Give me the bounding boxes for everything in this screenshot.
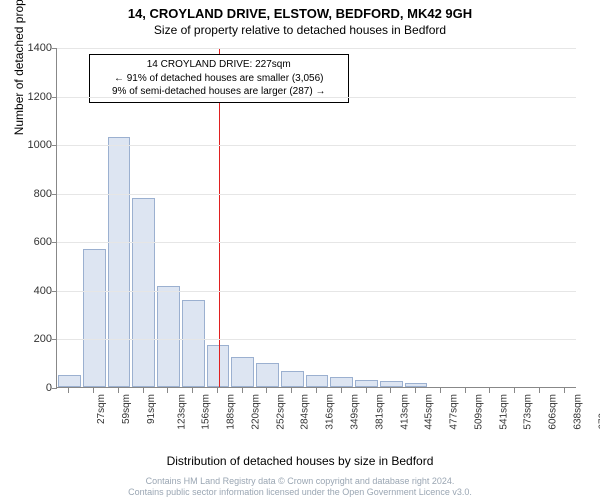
histogram-bar: [405, 383, 428, 387]
xtick-mark: [143, 388, 144, 393]
histogram-bar: [330, 377, 353, 387]
xtick-mark: [217, 388, 218, 393]
xtick-mark: [465, 388, 466, 393]
ytick-mark: [52, 97, 57, 98]
xtick-label: 59sqm: [121, 394, 132, 424]
histogram-bar: [108, 137, 131, 387]
xtick-label: 445sqm: [424, 394, 435, 430]
ytick-mark: [52, 194, 57, 195]
xtick-label: 606sqm: [548, 394, 559, 430]
histogram-bar: [306, 375, 329, 387]
footer-line-1: Contains HM Land Registry data © Crown c…: [0, 476, 600, 487]
xtick-label: 509sqm: [473, 394, 484, 430]
xtick-label: 252sqm: [275, 394, 286, 430]
xtick-label: 638sqm: [572, 394, 583, 430]
annotation-line-2: ← 91% of detached houses are smaller (3,…: [96, 72, 342, 86]
ytick-label: 800: [12, 188, 52, 200]
annotation-box: 14 CROYLAND DRIVE: 227sqm ← 91% of detac…: [89, 54, 349, 103]
xtick-label: 220sqm: [251, 394, 262, 430]
xtick-label: 91sqm: [146, 394, 157, 424]
gridline: [57, 339, 576, 340]
xtick-mark: [489, 388, 490, 393]
histogram-bar: [231, 357, 254, 387]
gridline: [57, 48, 576, 49]
xtick-mark: [564, 388, 565, 393]
xtick-mark: [440, 388, 441, 393]
gridline: [57, 242, 576, 243]
xtick-label: 284sqm: [300, 394, 311, 430]
ytick-mark: [52, 291, 57, 292]
plot-area: 14 CROYLAND DRIVE: 227sqm ← 91% of detac…: [56, 48, 576, 388]
footer-attribution: Contains HM Land Registry data © Crown c…: [0, 476, 600, 499]
chart-container: Number of detached properties 14 CROYLAN…: [56, 48, 576, 418]
xtick-mark: [539, 388, 540, 393]
ytick-mark: [52, 388, 57, 389]
xtick-label: 541sqm: [498, 394, 509, 430]
xtick-label: 316sqm: [325, 394, 336, 430]
xtick-mark: [93, 388, 94, 393]
ytick-mark: [52, 48, 57, 49]
xtick-mark: [167, 388, 168, 393]
gridline: [57, 97, 576, 98]
xtick-mark: [415, 388, 416, 393]
histogram-bar: [182, 300, 205, 387]
histogram-bar: [256, 363, 279, 387]
histogram-bar: [380, 381, 403, 387]
gridline: [57, 194, 576, 195]
ytick-label: 1400: [12, 42, 52, 54]
histogram-bar: [157, 286, 180, 387]
ytick-mark: [52, 242, 57, 243]
xtick-mark: [118, 388, 119, 393]
xtick-mark: [390, 388, 391, 393]
ytick-mark: [52, 339, 57, 340]
xtick-mark: [514, 388, 515, 393]
histogram-bar: [132, 198, 155, 387]
xtick-mark: [242, 388, 243, 393]
xtick-label: 27sqm: [96, 394, 107, 424]
histogram-bar: [355, 380, 378, 387]
xtick-label: 123sqm: [176, 394, 187, 430]
xtick-label: 349sqm: [350, 394, 361, 430]
xtick-label: 381sqm: [374, 394, 385, 430]
chart-title-block: 14, CROYLAND DRIVE, ELSTOW, BEDFORD, MK4…: [0, 0, 600, 37]
xtick-label: 477sqm: [449, 394, 460, 430]
histogram-bar: [281, 371, 304, 387]
chart-subtitle: Size of property relative to detached ho…: [0, 23, 600, 37]
y-axis-label: Number of detached properties: [12, 0, 26, 135]
gridline: [57, 291, 576, 292]
footer-line-2: Contains public sector information licen…: [0, 487, 600, 498]
xtick-label: 573sqm: [523, 394, 534, 430]
ytick-label: 200: [12, 333, 52, 345]
xtick-label: 413sqm: [399, 394, 410, 430]
gridline: [57, 145, 576, 146]
ytick-mark: [52, 145, 57, 146]
xtick-label: 156sqm: [201, 394, 212, 430]
chart-title: 14, CROYLAND DRIVE, ELSTOW, BEDFORD, MK4…: [0, 6, 600, 21]
histogram-bar: [83, 249, 106, 387]
xtick-label: 188sqm: [226, 394, 237, 430]
ytick-label: 400: [12, 285, 52, 297]
ytick-label: 1000: [12, 139, 52, 151]
histogram-bar: [58, 375, 81, 387]
annotation-line-1: 14 CROYLAND DRIVE: 227sqm: [96, 58, 342, 72]
ytick-label: 0: [12, 382, 52, 394]
ytick-label: 600: [12, 236, 52, 248]
ytick-label: 1200: [12, 91, 52, 103]
xtick-mark: [266, 388, 267, 393]
x-axis-label: Distribution of detached houses by size …: [0, 454, 600, 468]
xtick-mark: [366, 388, 367, 393]
xtick-mark: [192, 388, 193, 393]
xtick-mark: [316, 388, 317, 393]
xtick-mark: [291, 388, 292, 393]
xtick-mark: [68, 388, 69, 393]
xtick-mark: [341, 388, 342, 393]
